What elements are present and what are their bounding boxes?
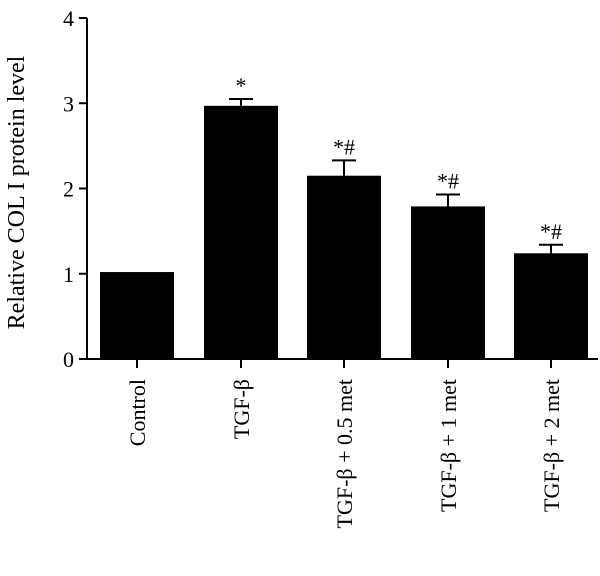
significance-label: *# — [437, 168, 459, 193]
bar — [100, 272, 174, 359]
y-tick-label: 2 — [63, 177, 74, 202]
category-label: TGF-β + 2 met — [539, 379, 564, 512]
significance-label: *# — [540, 219, 562, 244]
category-label: Control — [125, 379, 150, 446]
category-label: TGF-β — [229, 379, 254, 439]
category-label: TGF-β + 1 met — [436, 379, 461, 512]
y-tick-label: 4 — [63, 6, 74, 31]
category-label: TGF-β + 0.5 met — [332, 379, 357, 528]
significance-label: * — [236, 73, 247, 98]
y-tick-label: 1 — [63, 262, 74, 287]
y-tick-label: 0 — [63, 347, 74, 372]
y-axis-title: Relative COL I protein level — [4, 55, 30, 329]
bar — [411, 206, 485, 359]
bar — [514, 253, 588, 359]
bar — [204, 105, 278, 360]
y-tick-label: 3 — [63, 91, 74, 116]
significance-label: *# — [333, 134, 355, 159]
axes: 0 1 2 3 4 Relative COL I protein level — [4, 6, 598, 372]
bar — [307, 175, 381, 359]
labels: Control * TGF-β *# TGF-β + 0.5 met *# TGF-β + … — [125, 73, 564, 528]
bars — [100, 97, 588, 360]
